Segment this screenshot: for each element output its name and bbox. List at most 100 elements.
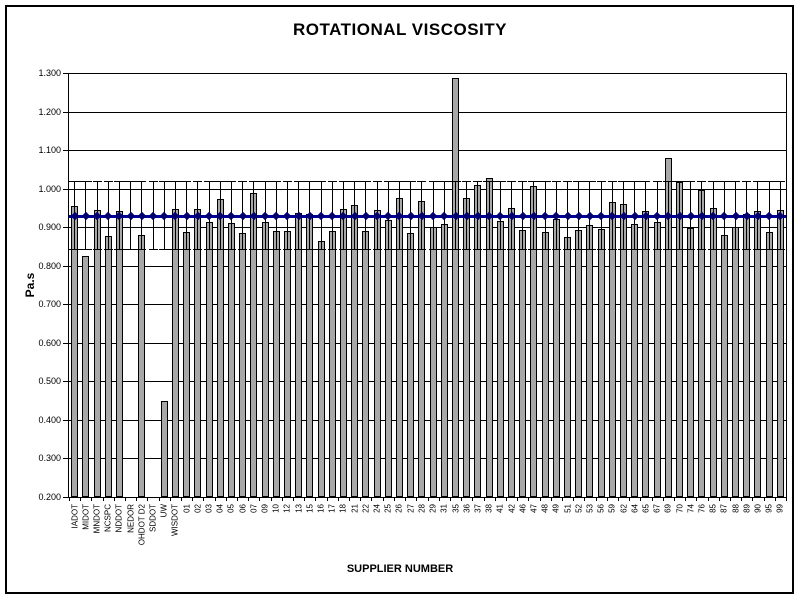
mean-marker [272, 211, 281, 221]
y-tick-label: 1.200 [38, 106, 61, 117]
x-tick-mark [113, 497, 115, 501]
bar-UW [160, 400, 168, 497]
x-tick-mark [561, 497, 563, 501]
bar-12 [283, 231, 291, 497]
x-tick-label: 41 [495, 504, 505, 513]
x-tick-label: 99 [775, 504, 785, 513]
gridline [69, 265, 786, 267]
x-tick-mark [158, 497, 160, 501]
x-tick-mark [573, 497, 575, 501]
bar-18 [339, 209, 347, 497]
x-tick-label: 62 [619, 504, 629, 513]
mean-line [69, 215, 786, 218]
bar-41 [496, 220, 504, 497]
y-tick-mark [63, 73, 68, 74]
y-tick-label: 0.900 [38, 222, 61, 233]
x-tick-mark [371, 497, 373, 501]
x-tick-label: NEDOR [126, 504, 136, 533]
y-tick-mark [63, 150, 68, 152]
gridline [69, 381, 786, 383]
x-tick-mark [203, 497, 205, 501]
x-tick-label: 13 [294, 504, 304, 513]
mean-marker [652, 211, 662, 221]
x-tick-mark [617, 497, 619, 501]
mean-marker [328, 211, 337, 221]
x-tick-label: 35 [451, 504, 460, 513]
y-tick-label: 1.100 [38, 145, 61, 156]
gridline [69, 73, 786, 74]
bar-NCSPC [104, 236, 112, 497]
bar-52 [575, 229, 583, 497]
bar-69 [664, 158, 672, 497]
mean-marker [361, 211, 371, 221]
x-tick-mark [214, 497, 216, 501]
mean-marker [731, 211, 740, 221]
x-tick-label: 95 [764, 504, 774, 513]
x-tick-label: 85 [708, 504, 718, 513]
y-tick-mark [63, 419, 68, 421]
x-tick-label: 36 [462, 504, 472, 513]
mean-marker [630, 211, 639, 221]
x-tick-mark [304, 497, 306, 501]
x-tick-mark [662, 497, 664, 501]
x-tick-mark [259, 497, 261, 501]
y-tick-label: 0.700 [38, 299, 61, 310]
x-tick-mark [382, 497, 384, 501]
x-tick-mark [505, 497, 507, 501]
bar-WISDOT [171, 208, 179, 497]
bar-10 [272, 231, 280, 497]
y-tick-mark [63, 304, 68, 306]
bar-25 [384, 220, 392, 497]
plot-area: Pa.s 0.200 0.300 0.400 0.500 0.600 0.700 0.800… [23, 68, 787, 545]
mean-marker [103, 211, 113, 221]
x-tick-mark [774, 497, 776, 501]
mean-marker [518, 211, 527, 221]
x-tick-label: 47 [529, 504, 539, 513]
chart-title: ROTATIONAL VISCOSITY [292, 20, 507, 39]
mean-marker [81, 211, 91, 221]
x-tick-mark [393, 497, 395, 501]
x-tick-label: 59 [607, 504, 617, 513]
bar-53 [586, 225, 594, 497]
y-axis-title: Pa.s [23, 272, 37, 298]
bar-29 [429, 226, 437, 497]
bar-67 [653, 221, 661, 497]
x-tick-mark [461, 497, 463, 501]
x-tick-label: 76 [697, 504, 707, 513]
x-tick-mark [416, 497, 418, 501]
mean-marker [137, 211, 147, 221]
upper-limit-line [69, 180, 786, 182]
x-tick-label: 07 [249, 504, 259, 513]
x-tick-label: MNDOT [92, 504, 102, 534]
bar-13 [295, 213, 303, 497]
x-tick-mark [729, 497, 731, 501]
x-tick-label: 74 [686, 504, 696, 513]
x-tick-label: 37 [473, 504, 483, 513]
x-tick-mark [685, 497, 687, 501]
y-tick-label: 0.600 [38, 337, 61, 348]
bar-05 [227, 222, 235, 497]
bar-24 [373, 209, 381, 497]
bar-35 [452, 77, 459, 497]
x-tick-label: 53 [585, 504, 595, 513]
x-tick-label: SDDOT [148, 504, 158, 532]
x-tick-mark [472, 497, 474, 501]
y-tick-label: 0.800 [38, 260, 61, 271]
x-tick-mark [696, 497, 698, 501]
y-tick-mark [63, 111, 68, 113]
x-tick-label: 03 [204, 504, 214, 513]
gridline [69, 227, 786, 229]
gridline [69, 150, 786, 152]
gridline [69, 342, 786, 344]
x-tick-mark [169, 497, 171, 501]
bar-49 [552, 218, 560, 497]
x-tick-label: 22 [361, 504, 371, 513]
x-tick-label: OHDOT D2 [137, 504, 147, 546]
x-tick-mark [763, 497, 765, 501]
gridline [69, 111, 786, 113]
x-tick-label: WISDOT [170, 504, 180, 536]
x-tick-label: 87 [719, 504, 729, 513]
x-tick-label: 04 [215, 504, 225, 513]
x-tick-label: 90 [753, 504, 763, 513]
